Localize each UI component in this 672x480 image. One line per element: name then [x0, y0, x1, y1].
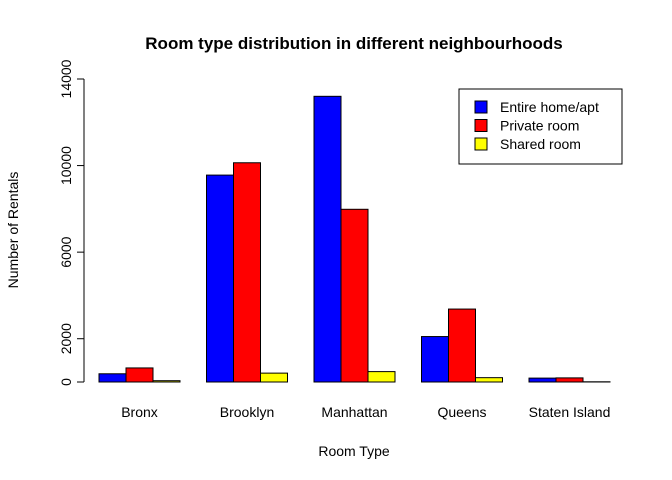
x-tick-label-1: Brooklyn: [220, 404, 274, 420]
y-tick-label-3: 10000: [58, 146, 74, 185]
bar-3-0: [421, 336, 449, 383]
bar-4-1: [555, 377, 584, 383]
y-tick-label-4: 14000: [58, 59, 74, 98]
legend-label-2: Shared room: [500, 136, 581, 152]
y-tick-label-1: 2000: [58, 323, 74, 354]
bar-1-0: [206, 174, 234, 383]
bar-0-1: [125, 367, 154, 383]
x-tick-label-4: Staten Island: [529, 404, 611, 420]
x-axis-label: Room Type: [318, 443, 390, 459]
x-tick-label-0: Bronx: [121, 404, 158, 420]
legend-label-1: Private room: [500, 118, 579, 134]
y-axis-ticks: 0 2000 6000 10000 14000: [58, 59, 84, 386]
x-axis-tick-labels: Bronx Brooklyn Manhattan Queens Staten Islan…: [121, 404, 610, 420]
bars-group: [98, 95, 611, 383]
legend-label-0: Entire home/apt: [500, 99, 599, 115]
y-tick-label-0: 0: [58, 378, 74, 386]
x-tick-label-2: Manhattan: [321, 404, 387, 420]
legend-swatch-2: [474, 137, 488, 151]
y-axis-label: Number of Rentals: [5, 172, 21, 289]
y-tick-label-2: 6000: [58, 236, 74, 267]
bar-4-0: [528, 377, 557, 383]
legend-swatch-1: [474, 119, 488, 132]
legend: Entire home/apt Private room Shared room: [458, 88, 623, 165]
bar-0-0: [98, 373, 127, 383]
bar-2-0: [313, 95, 342, 383]
bar-1-2: [260, 372, 288, 383]
bar-1-1: [233, 162, 261, 383]
bar-0-2: [152, 380, 181, 383]
bar-2-1: [340, 208, 369, 383]
bar-2-2: [367, 371, 396, 383]
bar-3-2: [475, 377, 503, 383]
legend-swatch-0: [474, 100, 488, 114]
x-tick-label-3: Queens: [437, 404, 486, 420]
chart-title: Room type distribution in different neig…: [145, 34, 562, 53]
bar-3-1: [448, 308, 476, 383]
